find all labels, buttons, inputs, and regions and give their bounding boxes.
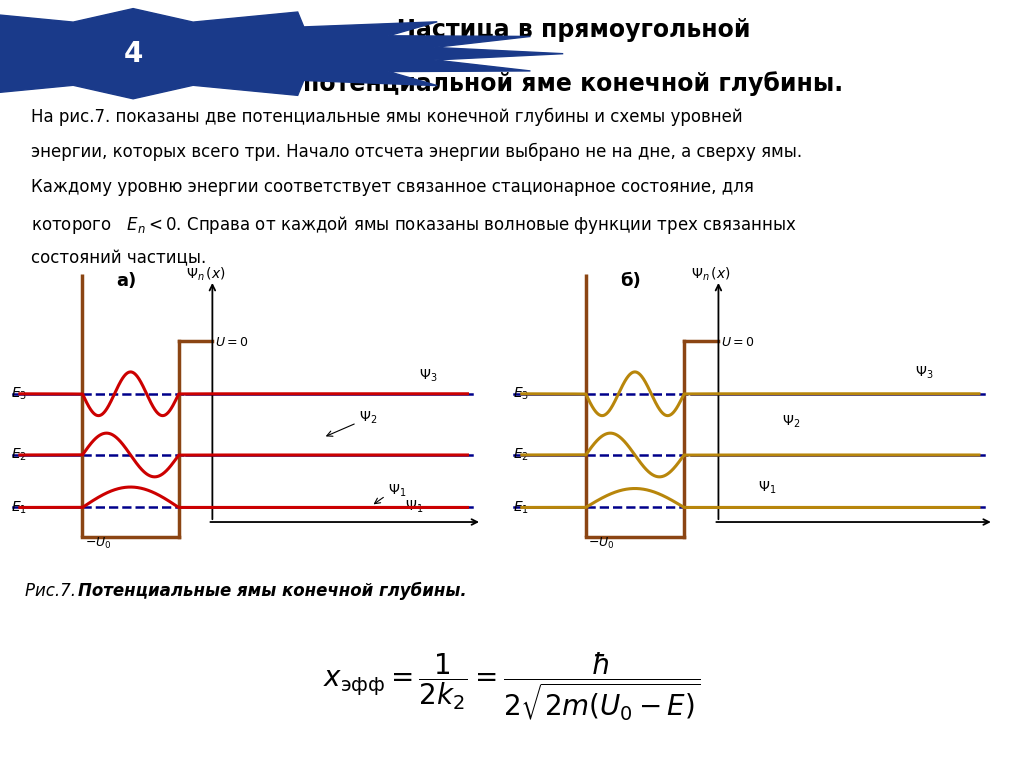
Text: Частица в прямоугольной: Частица в прямоугольной bbox=[396, 18, 751, 42]
Text: $U=0$: $U=0$ bbox=[721, 336, 755, 349]
Text: $E_2$: $E_2$ bbox=[513, 447, 529, 463]
Text: энергии, которых всего три. Начало отсчета энергии выбрано не на дне, а сверху я: энергии, которых всего три. Начало отсче… bbox=[31, 143, 802, 161]
Text: $x_{\mathrm{эфф}} = \dfrac{1}{2k_2} = \dfrac{\hbar}{2\sqrt{2m(U_0 - E)}}$: $x_{\mathrm{эфф}} = \dfrac{1}{2k_2} = \d… bbox=[324, 651, 700, 723]
Text: $\Psi_1$: $\Psi_1$ bbox=[758, 479, 776, 495]
Circle shape bbox=[0, 26, 394, 81]
Text: $\Psi_2$: $\Psi_2$ bbox=[359, 410, 378, 426]
Text: а): а) bbox=[116, 272, 136, 290]
Text: Потенциальные ямы конечной глубины.: Потенциальные ямы конечной глубины. bbox=[78, 581, 467, 600]
Text: $\Psi_1$: $\Psi_1$ bbox=[388, 482, 407, 499]
Text: $\Psi_3$: $\Psi_3$ bbox=[420, 367, 438, 384]
Polygon shape bbox=[0, 8, 563, 99]
Text: $-U_0$: $-U_0$ bbox=[85, 536, 112, 551]
Text: На рис.7. показаны две потенциальные ямы конечной глубины и схемы уровней: На рис.7. показаны две потенциальные ямы… bbox=[31, 107, 742, 126]
Text: потенциальной яме конечной глубины.: потенциальной яме конечной глубины. bbox=[303, 71, 844, 96]
Text: $\Psi_n\,(x)$: $\Psi_n\,(x)$ bbox=[186, 265, 225, 283]
Text: $E_2$: $E_2$ bbox=[11, 447, 28, 463]
Text: 4: 4 bbox=[124, 40, 142, 67]
Text: Рис.7.: Рис.7. bbox=[25, 581, 81, 600]
Text: $\Psi_n\,(x)$: $\Psi_n\,(x)$ bbox=[691, 265, 731, 283]
Text: $E_1$: $E_1$ bbox=[513, 499, 529, 515]
Text: $E_1$: $E_1$ bbox=[11, 499, 28, 515]
Text: которого   $E_n < 0$. Справа от каждой ямы показаны волновые функции трех связан: которого $E_n < 0$. Справа от каждой ямы… bbox=[31, 214, 797, 235]
Text: состояний частицы.: состояний частицы. bbox=[31, 249, 206, 267]
Text: Каждому уровню энергии соответствует связанное стационарное состояние, для: Каждому уровню энергии соответствует свя… bbox=[31, 178, 754, 196]
Text: б): б) bbox=[621, 272, 641, 290]
Text: $E_3$: $E_3$ bbox=[513, 386, 529, 402]
Text: $\Psi_1$: $\Psi_1$ bbox=[404, 499, 423, 515]
Text: $E_3$: $E_3$ bbox=[11, 386, 28, 402]
Text: $\Psi_3$: $\Psi_3$ bbox=[915, 364, 934, 380]
Text: $U=0$: $U=0$ bbox=[215, 336, 249, 349]
Text: $-U_0$: $-U_0$ bbox=[588, 536, 614, 551]
Text: $\Psi_2$: $\Psi_2$ bbox=[782, 414, 801, 430]
